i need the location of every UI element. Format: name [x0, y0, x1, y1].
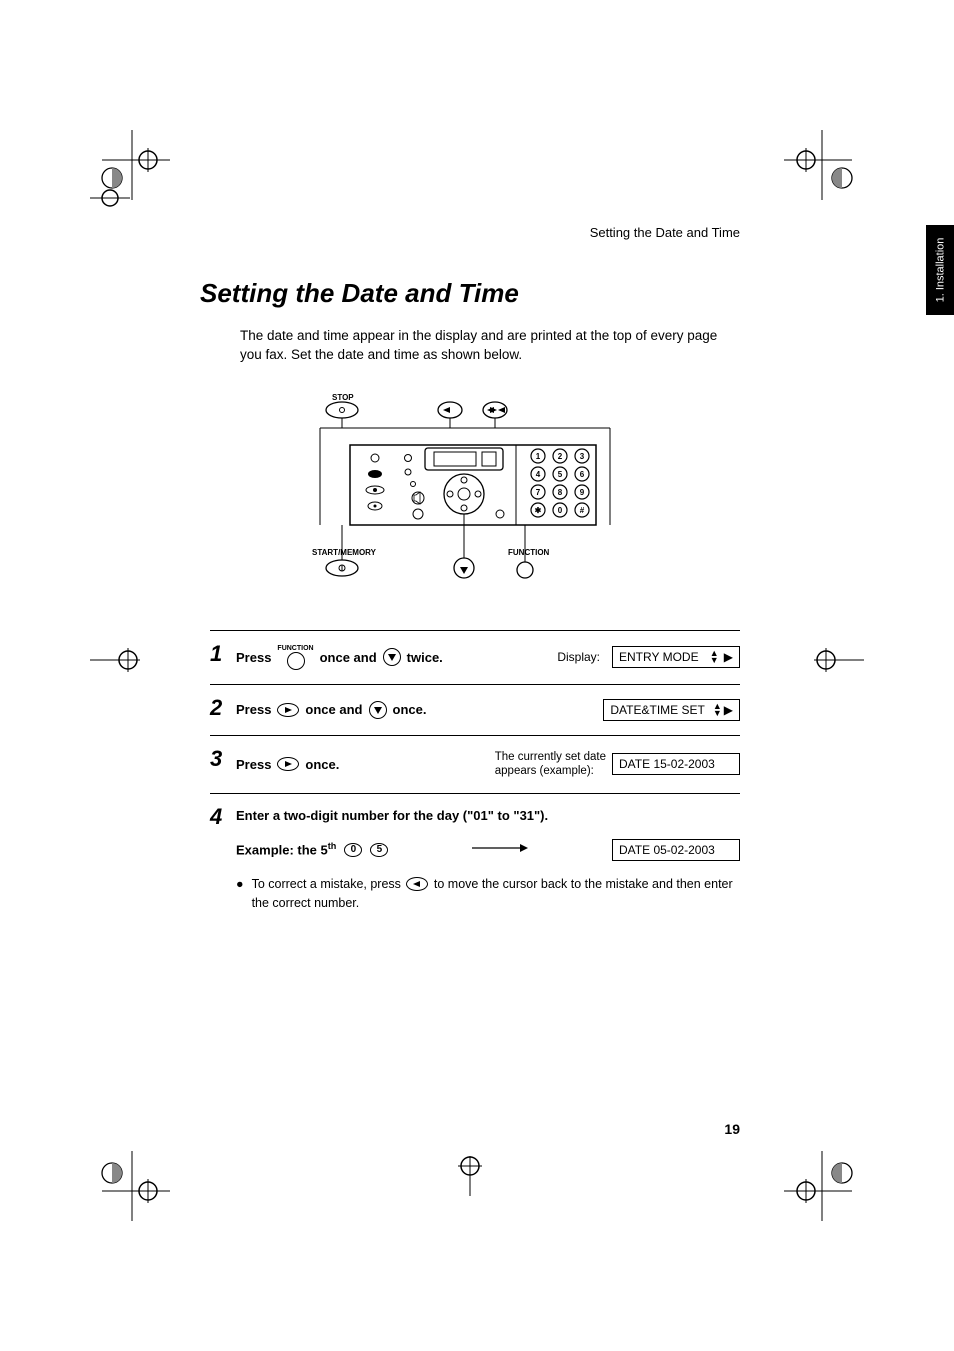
svg-text:8: 8: [558, 488, 563, 497]
svg-text:7: 7: [536, 488, 541, 497]
svg-text:3: 3: [580, 452, 585, 461]
svg-text:0: 0: [558, 506, 563, 515]
svg-text:4: 4: [536, 470, 541, 479]
crop-mark-ml: [90, 640, 150, 680]
crop-mark-mr: [804, 640, 864, 680]
page-number: 19: [724, 1121, 740, 1137]
lcd-display: DATE&TIME SET ▲▼ ▶: [603, 699, 740, 721]
step-1: 1 Press FUNCTION once and twice. Display…: [210, 630, 740, 684]
svg-text:✱: ✱: [535, 506, 542, 515]
intro-paragraph: The date and time appear in the display …: [240, 327, 740, 365]
down-button-icon: [383, 648, 401, 666]
keypad-0-icon: 0: [344, 843, 362, 857]
function-button-icon: [287, 652, 305, 670]
svg-text:FUNCTION: FUNCTION: [508, 548, 550, 557]
left-button-icon: [406, 877, 428, 891]
keypad-5-icon: 5: [370, 843, 388, 857]
lcd-display: ENTRY MODE ▲▼ ▶: [612, 646, 740, 668]
down-button-icon: [369, 701, 387, 719]
page-title: Setting the Date and Time: [200, 278, 740, 309]
stop-label: STOP: [332, 393, 354, 402]
crop-mark-br: [784, 1141, 864, 1221]
svg-text:9: 9: [580, 488, 585, 497]
svg-text:#: #: [580, 506, 585, 515]
step-3: 3 Press once. The currently set date app…: [210, 735, 740, 793]
crop-mark-tl: [90, 130, 170, 210]
svg-text:5: 5: [558, 470, 563, 479]
svg-text:START/MEMORY: START/MEMORY: [312, 548, 377, 557]
page-content: Setting the Date and Time Setting the Da…: [200, 225, 740, 927]
step-2: 2 Press once and once. DATE&TIME SET ▲▼ …: [210, 684, 740, 735]
running-head: Setting the Date and Time: [200, 225, 740, 240]
step-4: 4 Enter a two-digit number for the day (…: [210, 793, 740, 928]
crop-mark-tr: [784, 130, 864, 210]
bullet-icon: ●: [236, 875, 244, 894]
lcd-display: DATE 05-02-2003: [612, 839, 740, 861]
crop-mark-bc: [440, 1146, 500, 1196]
right-button-icon: [277, 703, 299, 717]
svg-text:2: 2: [558, 452, 563, 461]
right-button-icon: [277, 757, 299, 771]
svg-text:1: 1: [536, 452, 541, 461]
chapter-tab: 1. Installation: [926, 225, 954, 315]
device-diagram: STOP: [200, 390, 740, 600]
lcd-display: DATE 15-02-2003: [612, 753, 740, 775]
crop-mark-bl: [90, 1141, 170, 1221]
steps-list: 1 Press FUNCTION once and twice. Display…: [210, 630, 740, 928]
svg-text:6: 6: [580, 470, 585, 479]
